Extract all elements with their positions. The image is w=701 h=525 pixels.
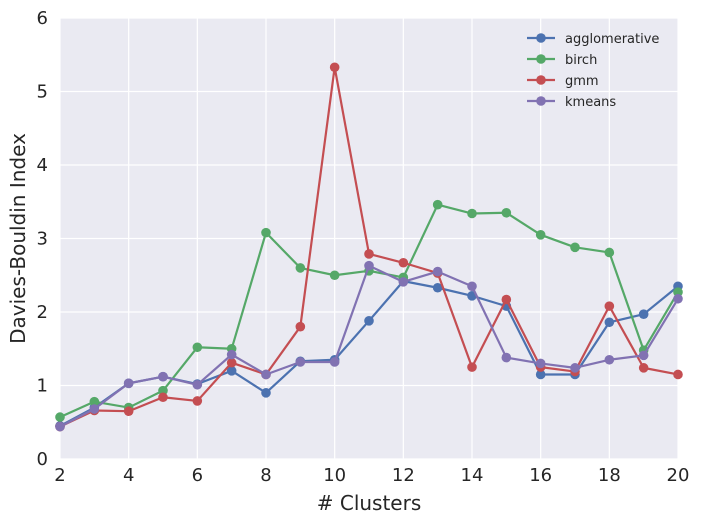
data-point [535, 230, 546, 240]
data-point [364, 249, 374, 259]
data-point [467, 208, 477, 219]
data-point [261, 388, 271, 398]
data-point [329, 270, 340, 281]
data-point [226, 349, 237, 360]
data-point [329, 62, 340, 73]
data-point [295, 321, 306, 332]
grid [59, 17, 679, 460]
y-tick-label: 2 [37, 302, 48, 323]
data-point [604, 317, 615, 328]
y-axis-label: Davies-Bouldin Index [6, 133, 30, 344]
data-point [55, 412, 65, 422]
data-point [604, 301, 615, 311]
data-point [192, 379, 203, 390]
x-tick-label: 20 [667, 465, 690, 486]
data-point [192, 342, 203, 353]
legend-marker [536, 96, 546, 106]
data-point [467, 281, 477, 292]
data-point [432, 266, 443, 277]
y-tick-label: 0 [37, 449, 48, 470]
data-point [364, 316, 374, 326]
data-point [158, 371, 168, 382]
data-point [467, 362, 477, 372]
data-point [226, 357, 237, 368]
data-point [604, 354, 615, 365]
data-point [570, 363, 580, 373]
data-point [432, 282, 443, 293]
legend-label: kmeans [565, 95, 616, 110]
data-point [673, 293, 683, 304]
x-tick-label: 2 [54, 465, 65, 486]
y-tick-label: 1 [37, 376, 48, 397]
legend: agglomerative birch gmm kmeans [527, 32, 659, 110]
x-axis-label: # Clusters [317, 491, 422, 515]
data-point [638, 363, 649, 373]
data-point [261, 227, 271, 238]
data-point [570, 242, 580, 253]
data-point [673, 287, 683, 297]
legend-marker [536, 33, 546, 43]
x-tick-label: 6 [192, 465, 203, 486]
data-point [261, 369, 271, 380]
data-point [158, 392, 168, 403]
data-point [295, 263, 306, 273]
data-point [123, 406, 134, 417]
data-point [364, 260, 374, 271]
data-point [501, 352, 512, 363]
x-tick-label: 4 [123, 465, 134, 486]
legend-item: kmeans [527, 95, 616, 110]
series-group [55, 62, 683, 432]
x-tick-label: 12 [392, 465, 415, 486]
data-point [226, 366, 237, 376]
data-point [501, 294, 512, 305]
data-point [673, 369, 683, 380]
y-tick-label: 6 [37, 8, 48, 29]
data-point [398, 277, 409, 287]
legend-marker [536, 75, 546, 85]
data-point [535, 369, 546, 380]
data-point [192, 396, 203, 406]
data-point [123, 378, 134, 389]
x-tick-label: 10 [323, 465, 346, 486]
y-tick-label: 5 [37, 82, 48, 103]
y-tick-label: 3 [37, 229, 48, 250]
data-point [398, 257, 409, 268]
legend-item: agglomerative [527, 32, 659, 47]
data-point [89, 404, 100, 414]
data-point [501, 207, 512, 218]
data-point [329, 357, 340, 367]
legend-label: birch [565, 53, 597, 68]
data-point [295, 357, 306, 367]
data-point [638, 350, 649, 361]
data-point [604, 247, 615, 258]
x-tick-label: 18 [598, 465, 621, 486]
legend-item: birch [527, 53, 597, 68]
data-point [432, 199, 443, 210]
data-point [158, 385, 168, 396]
series-kmeans [55, 260, 683, 432]
legend-label: agglomerative [565, 32, 659, 47]
legend-item: gmm [527, 74, 599, 89]
x-tick-label: 14 [461, 465, 484, 486]
legend-label: gmm [565, 74, 599, 89]
data-point [89, 396, 100, 407]
y-tick-label: 4 [37, 155, 48, 176]
x-tick-label: 16 [529, 465, 552, 486]
data-point [535, 358, 546, 369]
x-tick-label: 8 [260, 465, 271, 486]
data-point [638, 309, 649, 320]
data-point [55, 421, 65, 432]
legend-marker [536, 54, 546, 64]
